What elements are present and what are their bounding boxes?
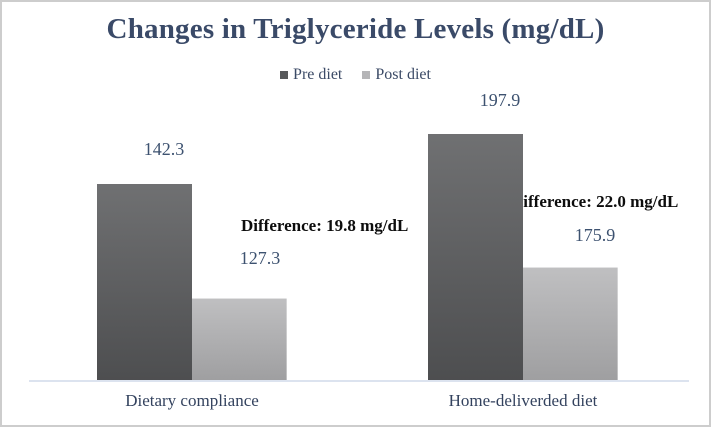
legend-label-post-diet: Post diet — [375, 66, 431, 83]
bar-post-diet-dietary-compliance — [192, 298, 287, 380]
bar-pre-diet-dietary-compliance — [97, 184, 192, 380]
category-label-home-delivered: Home-deliverded diet — [448, 391, 598, 410]
difference-annotation-home-delivered: Difference: 22.0 mg/dL — [511, 192, 679, 211]
category-label-dietary-compliance: Dietary compliance — [125, 391, 259, 410]
legend-label-pre-diet: Pre diet — [293, 66, 343, 83]
value-label-post-diet-home-delivered: 175.9 — [574, 225, 616, 245]
legend-swatch-pre-diet-icon — [280, 71, 289, 79]
x-axis-line — [29, 380, 689, 382]
bar-post-diet-home-delivered — [523, 267, 618, 380]
chart-title: Changes in Triglyceride Levels (mg/dL) — [106, 13, 605, 45]
value-label-pre-diet-home-delivered: 197.9 — [479, 90, 521, 110]
legend-item-post-diet: Post diet — [362, 66, 431, 84]
legend-item-pre-diet: Pre diet — [280, 66, 342, 84]
difference-annotation-dietary-compliance: Difference: 19.8 mg/dL — [241, 216, 409, 235]
legend-swatch-post-diet-icon — [362, 71, 371, 79]
legend: Pre diet Post diet — [2, 66, 709, 84]
value-label-post-diet-dietary-compliance: 127.3 — [239, 248, 281, 268]
bar-pre-diet-home-delivered — [428, 134, 523, 380]
value-label-pre-diet-dietary-compliance: 142.3 — [143, 139, 185, 159]
